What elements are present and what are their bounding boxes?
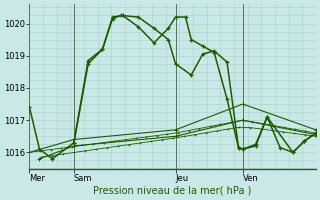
X-axis label: Pression niveau de la mer( hPa ): Pression niveau de la mer( hPa ) (93, 186, 252, 196)
